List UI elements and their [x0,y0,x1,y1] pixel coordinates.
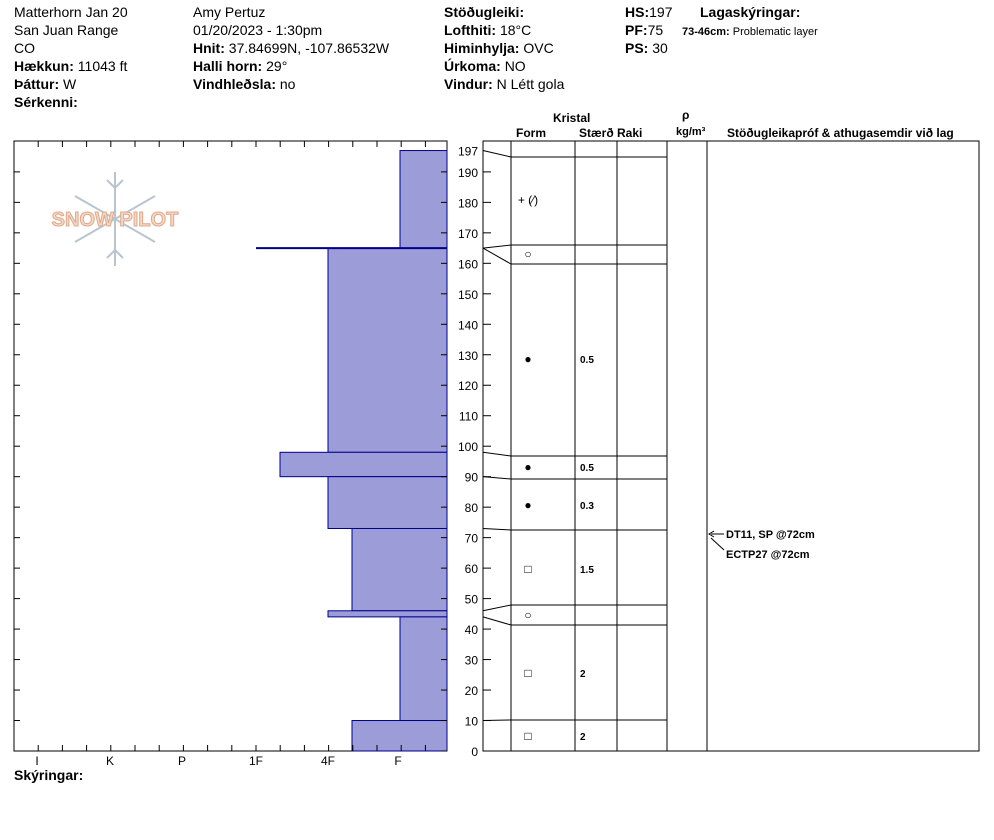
y-tick-label: 160 [458,257,478,271]
grain-size: 2 [580,669,586,680]
y-tick-label: 180 [458,196,478,210]
grain-form: ● [524,498,531,512]
state: CO [14,40,35,56]
y-tick-label: 90 [465,471,479,485]
axes: 0 10 20 30 40 50 60 70 80 90 100 110 120 130 140 150 160… [13,141,491,768]
tests-header: Stöðugleikapróf & athugasemdir við lag [727,126,954,140]
coordinates: Hnit: 37.84699N, -107.86532W [193,40,390,56]
hardness-label: P [178,754,186,768]
layer-table-frame [482,140,980,752]
y-tick-label: 110 [459,410,478,424]
grain-form: + (⁄) [518,193,538,207]
y-tick-label: 20 [465,684,479,698]
layer-note: 73-46cm: Problematic layer [682,26,818,38]
air-temp: Lofthiti: 18°C [444,22,532,38]
snowpilot-logo: SNOW PILOT [52,209,179,231]
y-tick-label: 150 [458,288,478,302]
grain-form: ○ [524,247,531,261]
y-tick-label: 40 [465,623,479,637]
hardness-bar [399,150,448,249]
pf: PF:75 [625,22,664,38]
grain-form: ● [524,460,531,474]
location: Matterhorn Jan 20 [14,4,128,20]
layer-connector [482,527,512,531]
sky: Himinhylja: OVC [444,40,554,56]
test-arrows [708,530,725,551]
y-tick-label: 170 [458,227,478,241]
hardness-bar [327,610,448,618]
hardness-bar [327,247,448,453]
observer: Amy Pertuz [193,4,266,20]
rho-header: ρ [682,108,690,122]
test-annotation: ECTP27 @72cm [726,549,810,561]
y-tick-label: 120 [458,379,478,393]
hardness-label: F [394,754,401,768]
density-unit-header: kg/m³ [676,126,706,138]
ps: PS: 30 [625,40,668,56]
grain-size: 0.3 [580,501,594,512]
layer-notes-label: Lagaskýringar: [700,4,801,20]
layer-connector [482,476,512,480]
y-tick-label: 80 [465,501,479,515]
layer-table: + (⁄) ○ ● 0.5 ● 0.5 ● 0.3 □ 1.5 ○ □ 2 □ 2 [482,141,708,751]
grain-size: 2 [580,732,586,743]
form-header: Form [516,126,546,140]
y-tick-label: 140 [458,318,478,332]
wind: Vindur: N Létt gola [444,76,565,92]
crystal-header: Kristal [553,111,591,125]
y-tick-label: 70 [465,532,479,546]
hardness-label: I [35,754,38,768]
y-tick-label: 30 [465,654,479,668]
slope: Halli horn: 29° [193,58,288,74]
precip: Úrkoma: NO [444,58,526,74]
datetime: 01/20/2023 - 1:30pm [193,22,323,38]
hardness-label: 4F [321,754,335,768]
stability-label: Stöðugleiki: [444,4,525,20]
y-tick-label: 60 [465,562,479,576]
features-label: Sérkenni: [14,94,78,110]
size-header: Stærð [579,126,614,140]
grain-form: □ [524,666,531,680]
moisture-header: Raki [617,126,643,140]
grain-size: 0.5 [580,463,594,474]
hardness-label: K [106,754,114,768]
hs: HS:197 [625,4,673,20]
hardness-bars [256,150,448,752]
y-tick-label: 0 [471,745,478,759]
y-tick-label: 100 [458,440,478,454]
y-tick-label: 197 [458,145,478,159]
test-annotation: DT11, SP @72cm [726,529,815,541]
hardness-bar [279,451,448,478]
layer-connector [482,150,512,158]
hardness-label: 1F [249,754,263,768]
range: San Juan Range [14,22,119,38]
grain-form: ○ [524,608,531,622]
grain-size: 0.5 [580,355,594,366]
y-tick-label: 10 [465,715,479,729]
layer-connector [482,604,512,612]
y-tick-label: 50 [465,593,479,607]
hardness-bar [399,616,448,722]
layer-connector [482,451,512,457]
wind-loading: Vindhleðsla: no [193,76,296,92]
layer-connector [482,616,512,626]
grain-form: ● [524,352,531,366]
grain-form: □ [524,729,531,743]
aspect: Þáttur: W [14,76,77,92]
elevation: Hækkun: 11043 ft [14,58,128,74]
hardness-bar [327,476,448,529]
layer-connector [482,244,512,249]
notes-label: Skýringar: [14,767,84,783]
hardness-bar [351,527,448,612]
layer-connector [482,247,512,265]
snowflake-icon [74,172,156,266]
y-tick-label: 130 [458,349,478,363]
hardness-bar [351,720,448,752]
grain-form: □ [524,562,531,576]
grain-size: 1.5 [580,565,594,576]
layer-connector [482,719,512,722]
y-tick-label: 190 [458,166,478,180]
